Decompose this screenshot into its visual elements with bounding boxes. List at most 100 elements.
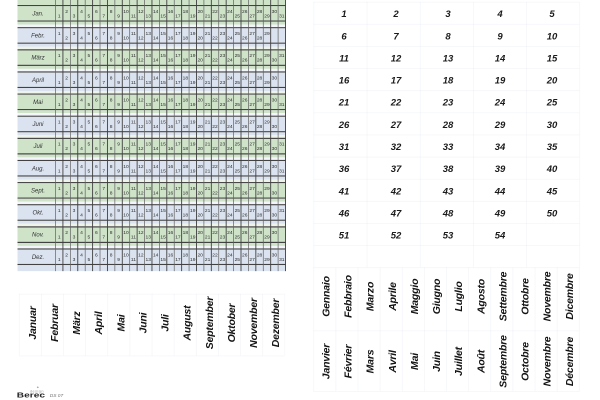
svg-text:14: 14 <box>153 230 159 236</box>
svg-text:15: 15 <box>160 257 166 263</box>
svg-text:April: April <box>31 78 45 84</box>
svg-text:28: 28 <box>257 58 263 64</box>
svg-text:20: 20 <box>197 36 203 42</box>
svg-text:13: 13 <box>443 53 454 64</box>
svg-text:Juin: Juin <box>431 351 443 372</box>
svg-text:26: 26 <box>242 9 248 15</box>
svg-text:15: 15 <box>160 120 166 126</box>
svg-text:8: 8 <box>110 252 113 258</box>
svg-text:23: 23 <box>220 31 226 37</box>
svg-text:Mai: Mai <box>33 100 43 106</box>
svg-text:27: 27 <box>249 31 255 37</box>
svg-text:20: 20 <box>197 190 203 196</box>
svg-text:27: 27 <box>249 80 255 86</box>
svg-text:8: 8 <box>110 9 113 15</box>
svg-text:42: 42 <box>390 186 402 197</box>
svg-text:33: 33 <box>443 142 454 153</box>
svg-text:21: 21 <box>205 120 211 126</box>
svg-text:14: 14 <box>153 58 159 64</box>
svg-text:17: 17 <box>175 53 181 59</box>
svg-text:6: 6 <box>95 190 98 196</box>
svg-text:30: 30 <box>272 124 278 130</box>
svg-text:2: 2 <box>65 164 68 170</box>
svg-text:15: 15 <box>160 102 166 108</box>
svg-text:28: 28 <box>257 75 263 81</box>
svg-text:27: 27 <box>249 186 255 192</box>
svg-text:17: 17 <box>175 80 181 86</box>
svg-text:20: 20 <box>197 97 203 103</box>
svg-text:14: 14 <box>153 97 159 103</box>
svg-text:13: 13 <box>146 168 152 174</box>
svg-text:29: 29 <box>264 257 270 263</box>
svg-text:16: 16 <box>168 252 174 258</box>
svg-text:Mars: Mars <box>365 349 377 373</box>
svg-text:8: 8 <box>445 31 451 42</box>
svg-text:2: 2 <box>65 97 68 103</box>
svg-text:25: 25 <box>235 80 241 86</box>
svg-text:3: 3 <box>73 208 76 214</box>
svg-text:16: 16 <box>168 230 174 236</box>
svg-text:20: 20 <box>546 76 558 87</box>
svg-text:September: September <box>204 296 216 350</box>
svg-text:29: 29 <box>264 208 270 214</box>
svg-text:19: 19 <box>495 76 506 87</box>
svg-text:November: November <box>248 297 260 348</box>
svg-text:Luglio: Luglio <box>453 281 465 312</box>
svg-text:21: 21 <box>205 13 211 19</box>
svg-text:22: 22 <box>212 97 218 103</box>
svg-text:17: 17 <box>175 186 181 192</box>
svg-text:6: 6 <box>95 9 98 15</box>
svg-text:25: 25 <box>235 142 241 148</box>
svg-text:29: 29 <box>264 31 270 37</box>
svg-text:Novembre: Novembre <box>542 271 554 321</box>
svg-text:Aprile: Aprile <box>387 282 399 312</box>
svg-text:18: 18 <box>183 164 189 170</box>
svg-text:15: 15 <box>160 31 166 37</box>
svg-text:29: 29 <box>264 13 270 19</box>
svg-text:3: 3 <box>73 80 76 86</box>
svg-text:14: 14 <box>153 190 159 196</box>
svg-text:21: 21 <box>205 53 211 59</box>
svg-text:10: 10 <box>123 164 129 170</box>
svg-text:30: 30 <box>272 213 278 219</box>
svg-text:26: 26 <box>242 213 248 219</box>
svg-text:15: 15 <box>160 13 166 19</box>
svg-text:21: 21 <box>205 142 211 148</box>
svg-text:44: 44 <box>494 186 506 197</box>
svg-text:6: 6 <box>95 97 98 103</box>
svg-text:31: 31 <box>339 142 350 153</box>
svg-text:Août: Août <box>475 349 487 374</box>
svg-text:31: 31 <box>279 53 285 59</box>
svg-text:23: 23 <box>220 102 226 108</box>
svg-text:Nov.: Nov. <box>32 233 44 239</box>
svg-text:11: 11 <box>339 53 349 64</box>
svg-text:53: 53 <box>443 231 454 242</box>
svg-text:13: 13 <box>146 13 152 19</box>
svg-text:Okt.: Okt. <box>32 211 43 217</box>
svg-text:28: 28 <box>257 146 263 152</box>
svg-text:24: 24 <box>227 146 233 152</box>
svg-text:25: 25 <box>235 257 241 263</box>
svg-text:3: 3 <box>73 31 76 37</box>
svg-text:13: 13 <box>146 80 152 86</box>
svg-text:19: 19 <box>190 208 196 214</box>
svg-text:28: 28 <box>257 213 263 219</box>
svg-text:15: 15 <box>547 53 558 64</box>
svg-text:6: 6 <box>95 58 98 64</box>
svg-text:30: 30 <box>272 75 278 81</box>
svg-text:29: 29 <box>264 80 270 86</box>
svg-text:2: 2 <box>65 75 68 81</box>
svg-text:25: 25 <box>546 98 558 109</box>
svg-text:26: 26 <box>242 124 248 130</box>
svg-text:27: 27 <box>249 142 255 148</box>
svg-text:28: 28 <box>257 190 263 196</box>
svg-text:15: 15 <box>160 80 166 86</box>
svg-text:19: 19 <box>190 142 196 148</box>
svg-text:17: 17 <box>175 120 181 126</box>
svg-text:26: 26 <box>242 164 248 170</box>
svg-text:17: 17 <box>175 13 181 19</box>
svg-text:19: 19 <box>190 31 196 37</box>
svg-text:11: 11 <box>131 142 136 148</box>
svg-text:13: 13 <box>146 53 152 59</box>
svg-text:9: 9 <box>117 186 120 192</box>
